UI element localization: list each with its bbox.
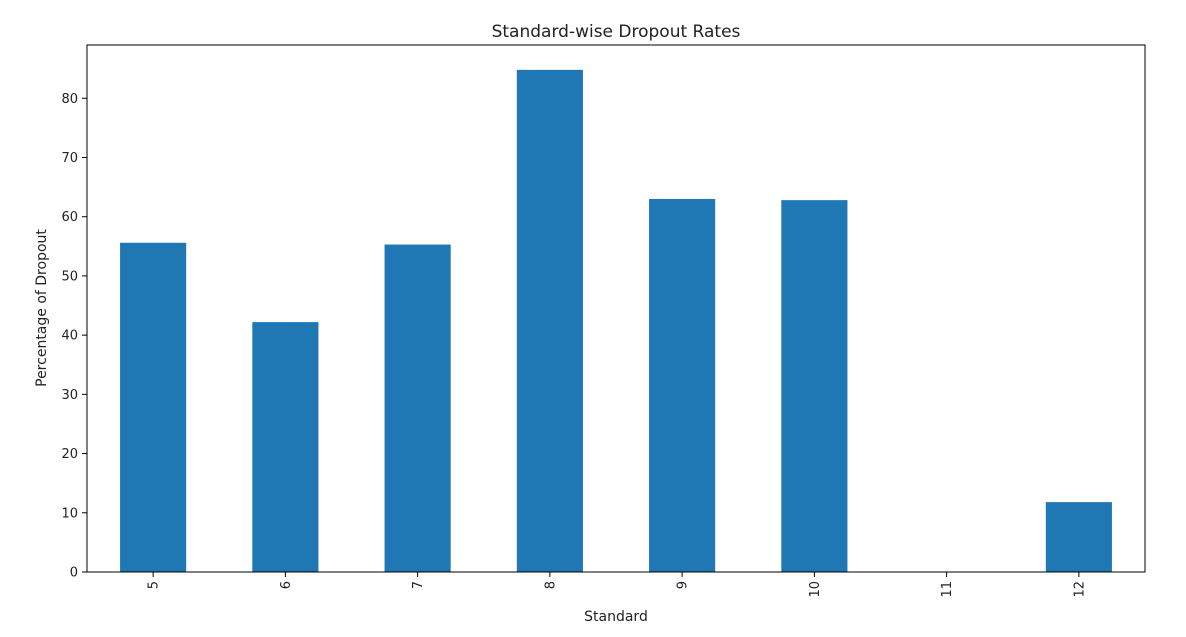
y-tick-label-30: 30: [61, 388, 78, 403]
x-tick-label-7: 7: [411, 581, 426, 589]
y-tick-label-40: 40: [61, 329, 78, 344]
bar-12: [1045, 502, 1112, 572]
bar-7: [384, 244, 451, 572]
bar-10: [781, 200, 848, 572]
y-tick-label-80: 80: [61, 92, 78, 107]
y-tick-label-50: 50: [61, 269, 78, 284]
plot-frame: [86, 44, 1146, 573]
y-tick-label-10: 10: [61, 506, 78, 521]
x-tick-label-5: 5: [147, 581, 162, 589]
y-axis-label: Percentage of Dropout: [34, 229, 50, 387]
x-tick-label-9: 9: [676, 581, 691, 589]
bar-8: [516, 69, 583, 572]
x-tick-label-11: 11: [940, 581, 955, 598]
y-tick-label-20: 20: [61, 447, 78, 462]
plot-area: 0 10 20 30 40 50 60 70 80 5 6 7 8 9 10 11 12: [61, 44, 1146, 598]
x-axis-label: Standard: [584, 609, 648, 625]
y-tick-label-70: 70: [61, 151, 78, 166]
bar-5: [120, 242, 187, 572]
y-tick-label-0: 0: [70, 566, 78, 581]
chart-title: Standard-wise Dropout Rates: [492, 22, 741, 42]
bar-6: [252, 322, 319, 572]
x-tick-label-12: 12: [1072, 581, 1087, 598]
bar-9: [649, 198, 716, 572]
y-tick-label-60: 60: [61, 210, 78, 225]
x-tick-label-6: 6: [279, 581, 294, 589]
x-tick-label-10: 10: [808, 581, 823, 598]
x-tick-label-8: 8: [543, 581, 558, 589]
